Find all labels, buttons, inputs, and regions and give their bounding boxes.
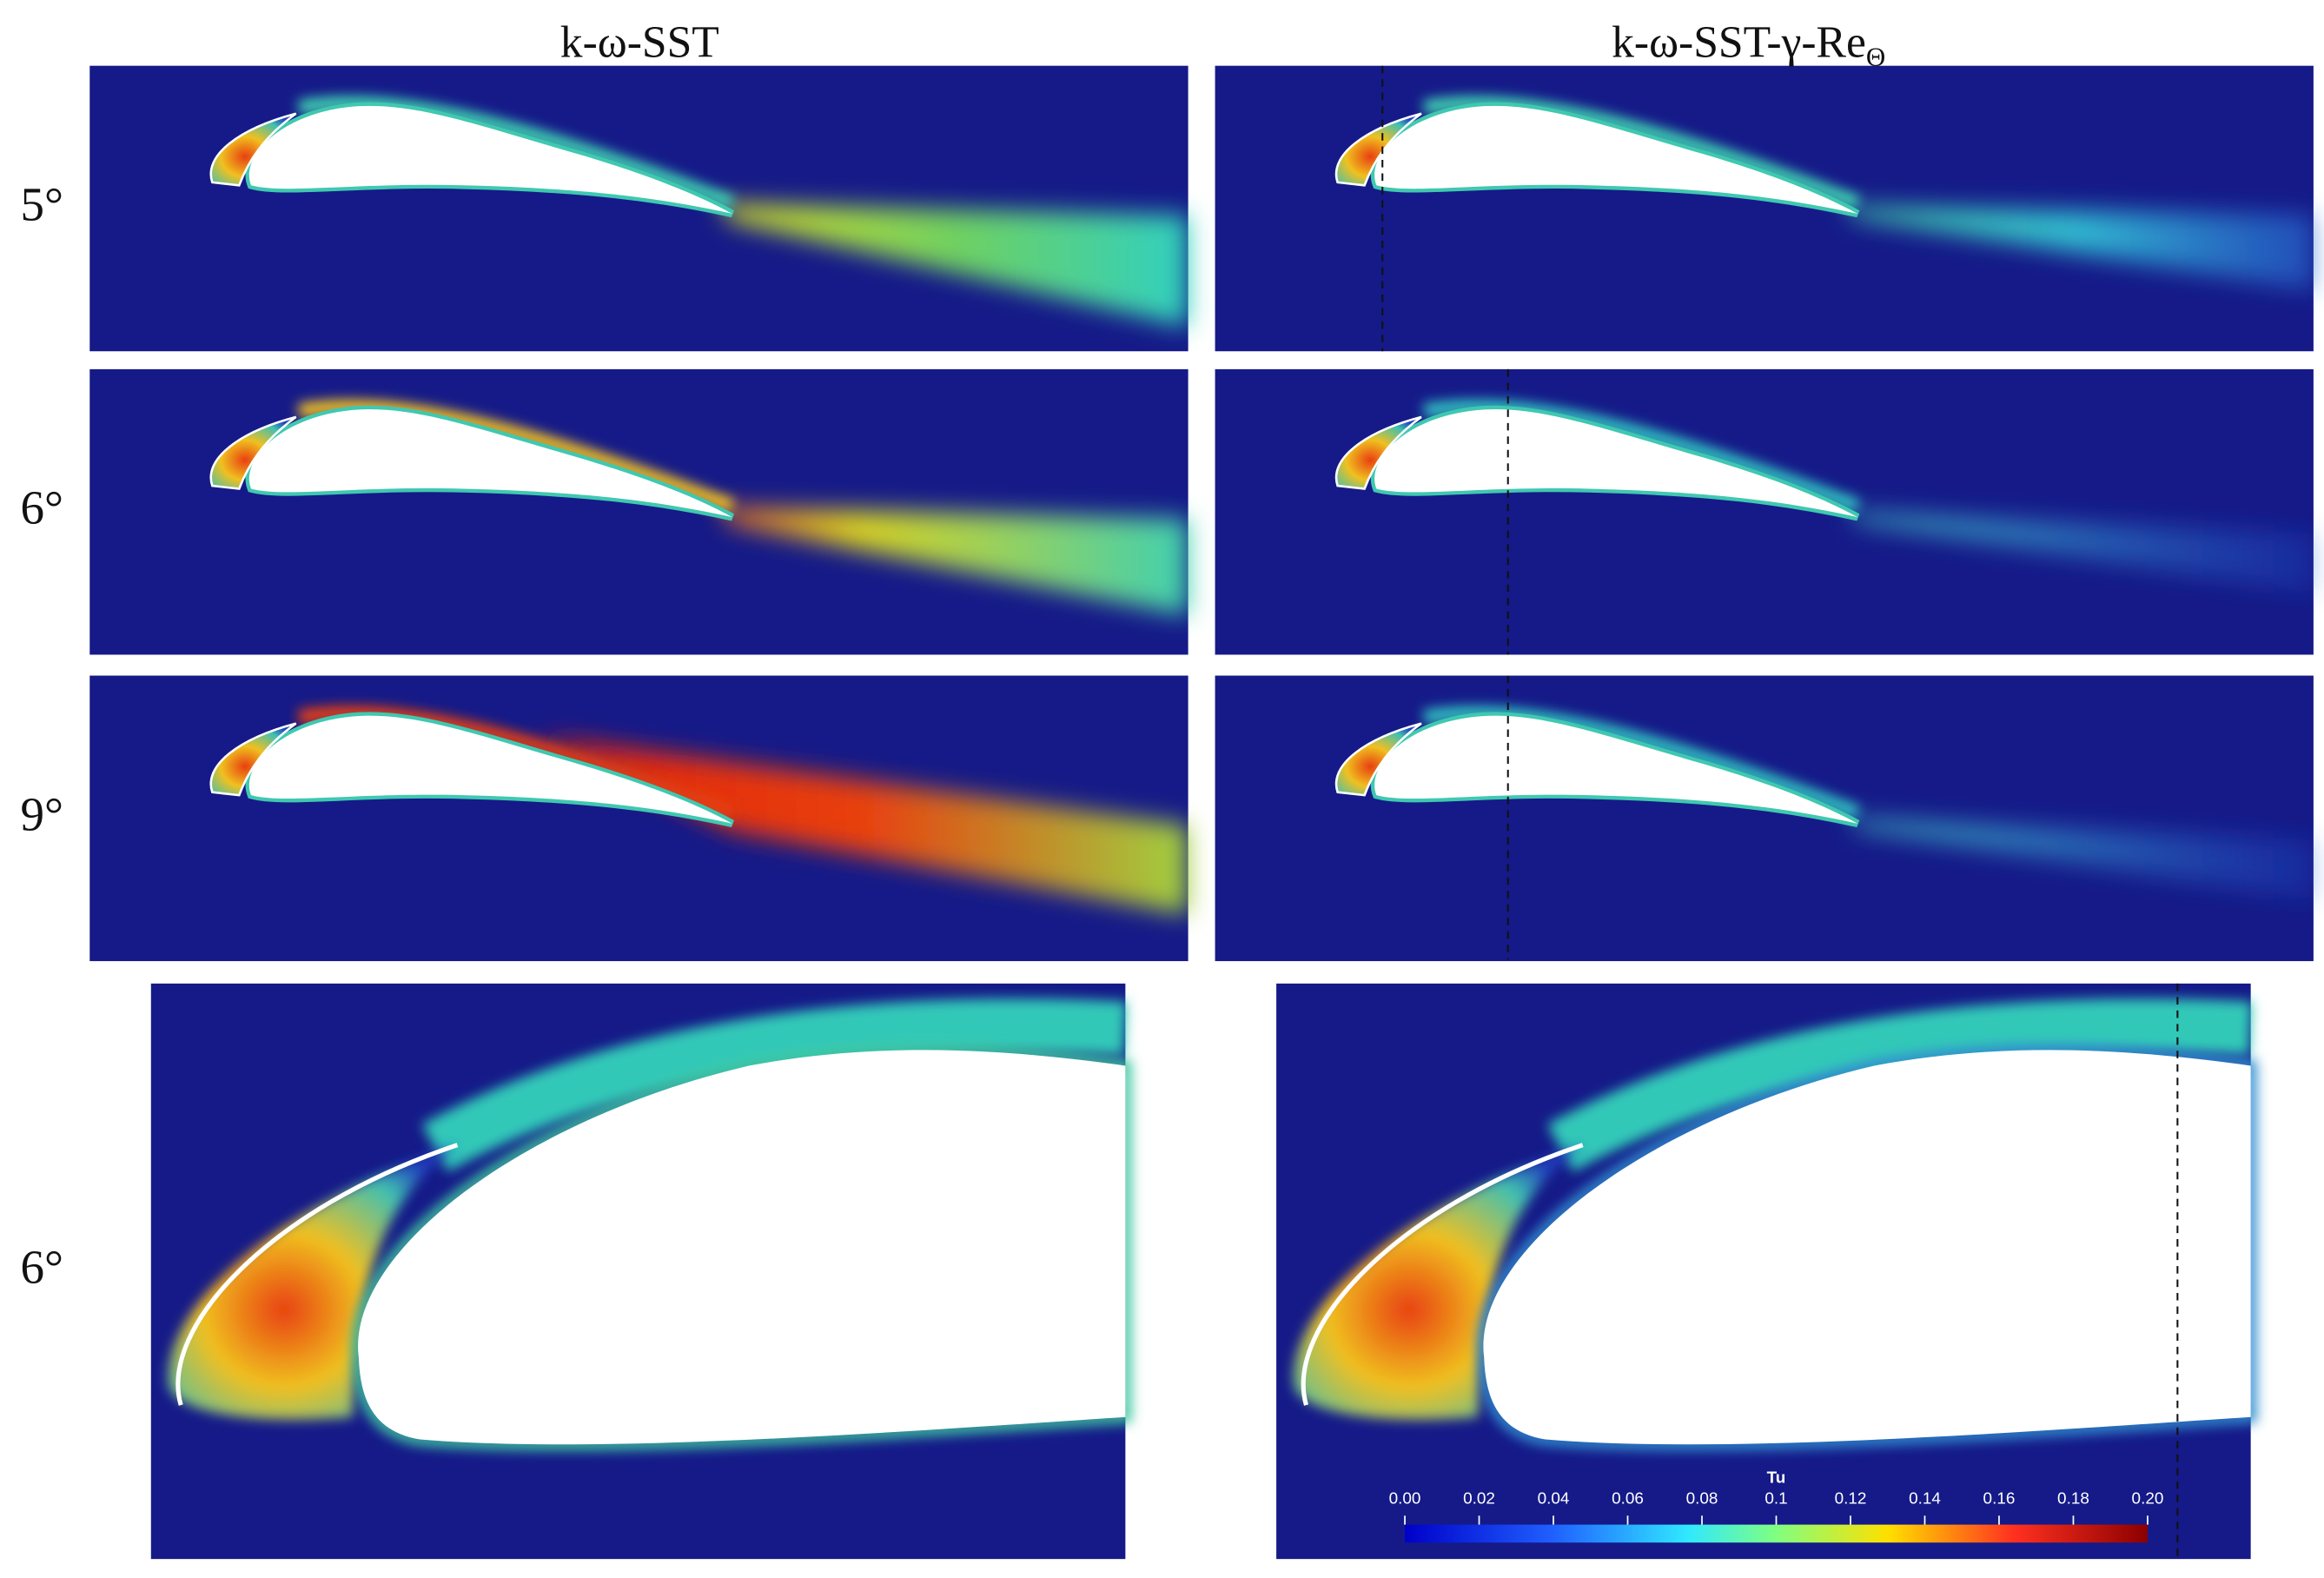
colorbar-tick-label: 0.20 <box>2132 1490 2164 1508</box>
column-title: k-ω-SST-γ-ReΘ <box>1612 17 1885 71</box>
main-element <box>1374 715 1858 824</box>
colorbar-tick-label: 0.16 <box>1983 1490 2016 1508</box>
colorbar-tick-label: 0.18 <box>2057 1490 2089 1508</box>
upper-layer <box>421 998 1127 1172</box>
main-element <box>358 1050 1126 1445</box>
panel-background <box>89 65 1188 352</box>
colorbar-tick-label: 0.02 <box>1463 1490 1495 1508</box>
main-element <box>248 715 732 824</box>
slat-edge <box>1301 1143 1584 1406</box>
column-title: k-ω-SST <box>560 17 719 67</box>
contour-panel <box>89 65 1188 352</box>
zoom-panel <box>1276 983 2257 1560</box>
upper-layer <box>1547 998 2253 1172</box>
colorbar-tick-label: 0.12 <box>1835 1490 1867 1508</box>
contour-panel <box>1215 65 2314 352</box>
main-element <box>1483 1050 2251 1445</box>
wake <box>1843 206 2314 290</box>
colorbar <box>1405 1524 2148 1543</box>
colorbar-tick-label: 0.04 <box>1538 1490 1570 1508</box>
row-label: 5° <box>20 177 63 230</box>
column-title-main: k-ω-SST-γ-Re <box>1612 17 1866 67</box>
slat-wake <box>1293 1144 1583 1420</box>
panel-background <box>1215 368 2314 655</box>
wake <box>717 202 1188 328</box>
main-element <box>1374 409 1858 518</box>
slat <box>209 112 297 187</box>
colorbar-tick-label: 0.06 <box>1612 1490 1644 1508</box>
contour-panel <box>89 675 1188 962</box>
slat <box>1334 722 1422 797</box>
main-element <box>1374 105 1858 214</box>
contour-panel <box>1215 675 2314 962</box>
column-title-subscript: Θ <box>1866 42 1885 72</box>
main-element <box>248 409 732 518</box>
colorbar-title: Tu <box>1767 1469 1786 1487</box>
row-label: 6° <box>20 1241 63 1294</box>
slat-edge <box>175 1143 459 1406</box>
main-element <box>248 105 732 214</box>
contour-panel <box>89 368 1188 655</box>
slat-wake <box>168 1144 458 1420</box>
slat <box>209 722 297 797</box>
wake <box>1850 819 2314 900</box>
panel-background <box>1215 675 2314 962</box>
wake <box>717 507 1188 616</box>
panel-background <box>89 368 1188 655</box>
colorbar-tick-label: 0.1 <box>1765 1490 1787 1508</box>
slat <box>209 415 297 490</box>
wake <box>1850 513 2314 593</box>
panels <box>89 65 2314 1560</box>
colorbar-tick-label: 0.00 <box>1389 1490 1421 1508</box>
row-label: 9° <box>20 787 63 840</box>
zoom-panel <box>150 983 1132 1560</box>
colorbar-tick-label: 0.08 <box>1686 1490 1718 1508</box>
contour-panel <box>1215 368 2314 655</box>
colorbar-tick-label: 0.14 <box>1909 1490 1941 1508</box>
slat <box>1334 112 1422 187</box>
panel-background <box>1215 65 2314 352</box>
slat <box>1334 415 1422 490</box>
row-label: 6° <box>20 481 63 534</box>
wake <box>538 735 1188 915</box>
